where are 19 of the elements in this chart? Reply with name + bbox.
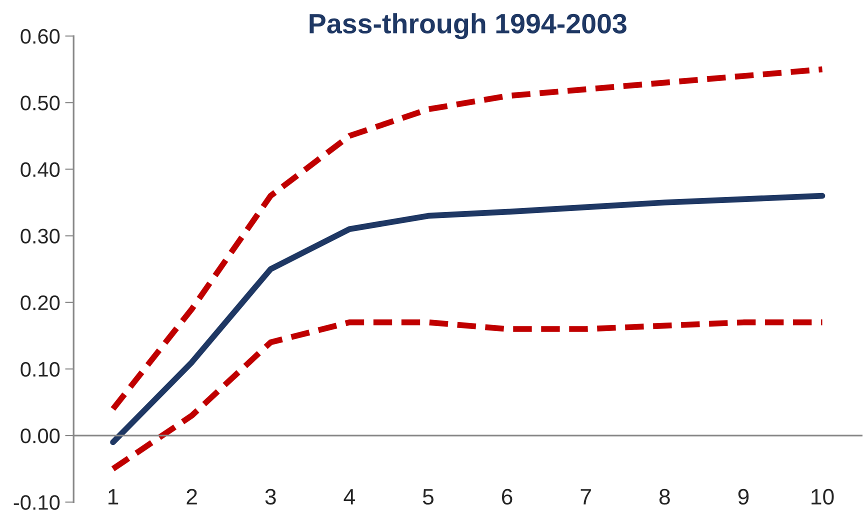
x-tick-label: 8 <box>659 488 670 505</box>
x-tick-label: 4 <box>344 489 355 504</box>
x-tick-label: 2 <box>186 488 197 504</box>
y-tick-label: 0.10 <box>20 362 60 377</box>
x-tick-label: 7 <box>580 489 591 504</box>
y-tick-label: 0.00 <box>20 428 60 444</box>
x-tick-label: 5 <box>422 489 434 505</box>
x-tick-label: 3 <box>265 488 276 505</box>
x-tick-label: 9 <box>738 488 749 505</box>
y-tick-label: 0.50 <box>20 96 60 110</box>
y-tick-label: 0.60 <box>20 29 60 44</box>
y-tick-label: 0.20 <box>20 295 60 310</box>
y-tick-label: 0.40 <box>20 162 60 177</box>
chart-title: Pass-through 1994-2003 <box>310 13 626 40</box>
y-tick-label: 0.30 <box>20 228 60 244</box>
y-tick-label: -0.10 <box>14 495 60 510</box>
x-tick-label: 1 <box>108 489 118 504</box>
x-tick-label: 6 <box>502 488 512 505</box>
x-tick-label: 10 <box>812 488 834 505</box>
